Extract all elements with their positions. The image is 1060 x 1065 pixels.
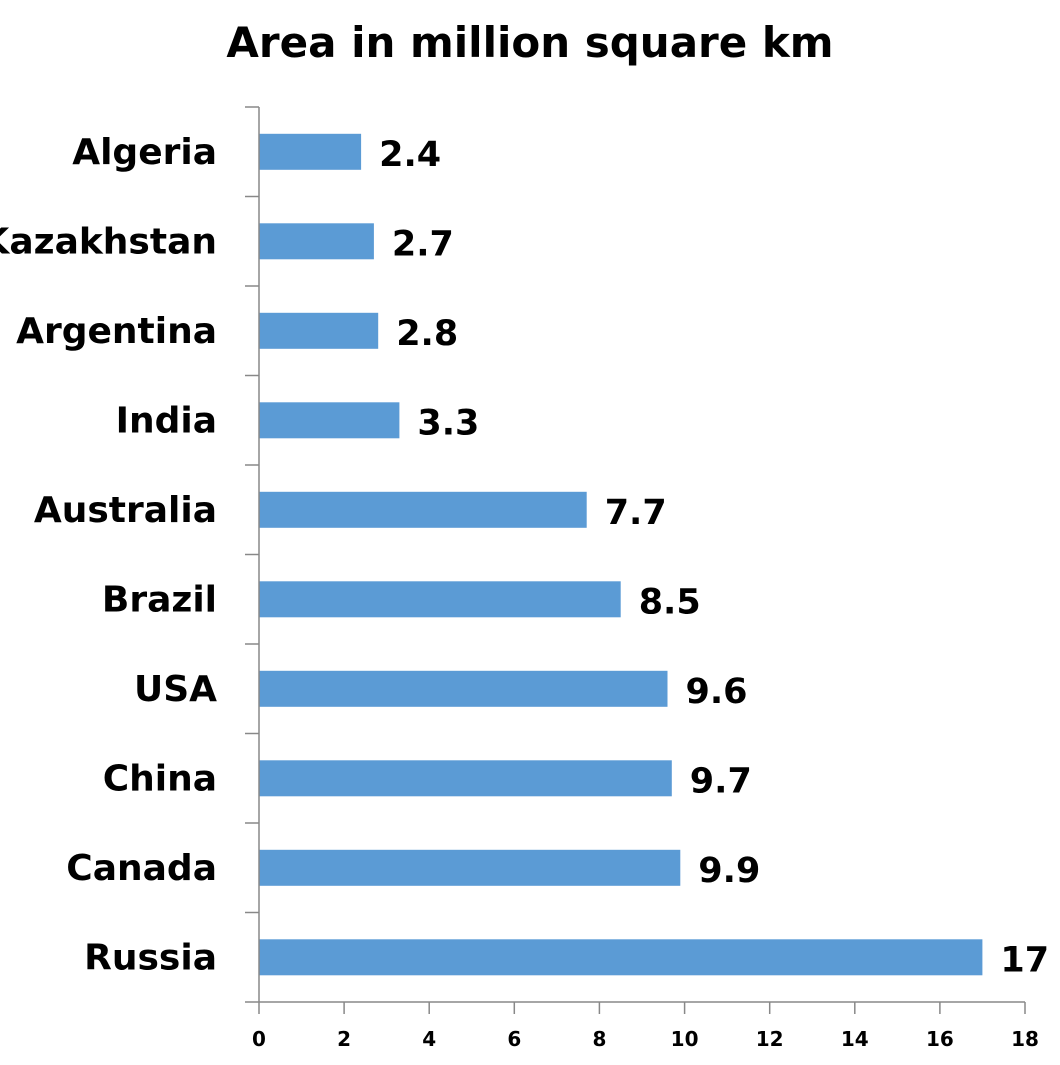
bar-argentina — [259, 312, 379, 349]
value-label-brazil: 8.5 — [639, 582, 701, 622]
category-label-canada: Canada — [66, 848, 217, 889]
x-tick-label-18: 18 — [1011, 1027, 1039, 1051]
labels-layer: Algeria 2.4 Kazakhstan 2.7 Argentina 2.8 India… — [0, 132, 1049, 1051]
bars-layer — [259, 133, 983, 976]
value-label-australia: 7.7 — [605, 493, 667, 533]
x-tick-label-14: 14 — [841, 1027, 869, 1051]
bar-australia — [259, 491, 587, 528]
category-label-argentina: Argentina — [16, 311, 217, 352]
x-tick-label-2: 2 — [337, 1027, 351, 1051]
value-label-russia: 17 — [1000, 940, 1049, 980]
value-label-china: 9.7 — [690, 761, 752, 801]
value-label-india: 3.3 — [417, 403, 479, 443]
category-label-algeria: Algeria — [72, 132, 217, 173]
bar-kazakhstan — [259, 223, 374, 260]
value-label-algeria: 2.4 — [379, 135, 441, 175]
value-label-kazakhstan: 2.7 — [392, 224, 454, 264]
category-label-kazakhstan: Kazakhstan — [0, 221, 217, 262]
category-label-usa: USA — [134, 669, 217, 710]
category-label-india: India — [116, 400, 217, 441]
bar-russia — [259, 939, 983, 976]
value-label-argentina: 2.8 — [396, 314, 458, 354]
x-tick-label-0: 0 — [252, 1027, 266, 1051]
category-label-russia: Russia — [84, 937, 217, 978]
x-tick-label-6: 6 — [507, 1027, 521, 1051]
bar-algeria — [259, 133, 362, 170]
bar-canada — [259, 849, 681, 886]
x-tick-label-10: 10 — [671, 1027, 699, 1051]
value-label-usa: 9.6 — [686, 672, 748, 712]
bar-china — [259, 760, 672, 797]
bar-india — [259, 402, 400, 439]
value-label-canada: 9.9 — [698, 851, 760, 891]
x-tick-label-16: 16 — [926, 1027, 954, 1051]
x-tick-label-8: 8 — [592, 1027, 606, 1051]
x-tick-label-4: 4 — [422, 1027, 436, 1051]
x-tick-label-12: 12 — [756, 1027, 784, 1051]
bar-usa — [259, 670, 668, 707]
chart-title: Area in million square km — [226, 18, 834, 67]
category-label-china: China — [103, 758, 217, 799]
axes-layer — [245, 106, 1026, 1014]
category-label-brazil: Brazil — [102, 579, 217, 620]
bar-brazil — [259, 581, 621, 618]
category-label-australia: Australia — [34, 490, 217, 531]
